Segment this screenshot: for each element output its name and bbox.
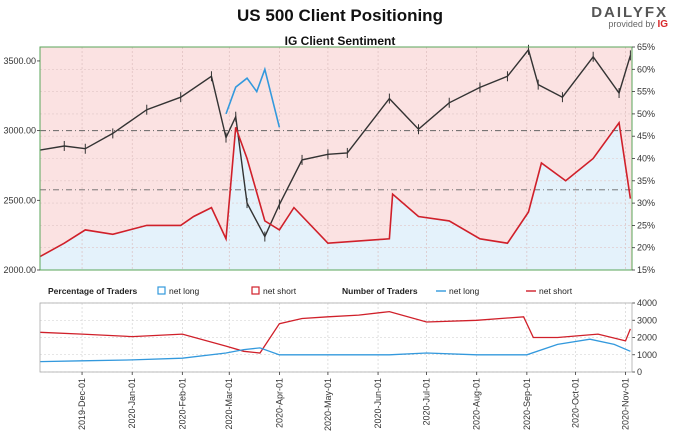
right-axis-label: 25% [637, 220, 655, 230]
chart-title: US 500 Client Positioning [237, 6, 443, 25]
right-axis-label: 15% [637, 265, 655, 275]
legend-net-short-label: net short [263, 286, 297, 296]
brand-logo: DAILYFX provided by IG [591, 4, 668, 30]
legend-number-net-long-label: net long [449, 286, 480, 296]
brand-sub-text: provided by [608, 19, 655, 29]
legend-number-title: Number of Traders [342, 286, 418, 296]
x-axis-label: 2020-Mar-01 [224, 378, 234, 430]
x-axis-label: 2019-Dec-01 [77, 378, 87, 430]
right-axis-label: 60% [637, 64, 655, 74]
legend-net-long-label: net long [169, 286, 200, 296]
traders-net-short-line [39, 310, 631, 354]
left-axis-label: 3000.00 [3, 126, 36, 136]
x-axis-label: 2020-Nov-01 [621, 378, 631, 430]
x-axis-label: 2020-Oct-01 [570, 378, 580, 428]
price-line [39, 48, 632, 239]
x-axis-label: 2020-Jun-01 [373, 378, 383, 429]
left-axis-label: 3500.00 [3, 56, 36, 66]
legend-percentage-title: Percentage of Traders [48, 286, 138, 296]
chart-subtitle: IG Client Sentiment [284, 34, 396, 48]
net-long-area [40, 122, 631, 270]
x-axis-label: 2020-Feb-01 [177, 378, 187, 430]
left-axis-label: 2500.00 [3, 195, 36, 205]
right-axis-label: 40% [637, 154, 655, 164]
right-axis-label: 50% [637, 109, 655, 119]
legend-net-short-swatch [251, 286, 260, 295]
right-axis-label: 35% [637, 176, 655, 186]
right-axis-label: 20% [637, 243, 655, 253]
net-long-percent-line [225, 66, 281, 128]
bottom-axis-label: 2000 [637, 333, 657, 343]
bottom-axis-label: 1000 [637, 350, 657, 360]
right-axis-label: 45% [637, 131, 655, 141]
bottom-axis-label: 0 [637, 367, 642, 377]
brand-name: DAILYFX [591, 4, 668, 21]
x-axis-label: 2020-Jan-01 [127, 378, 137, 429]
x-axis-label: 2020-Sep-01 [522, 378, 532, 430]
brand-subline: provided by IG [591, 19, 668, 30]
net-short-percent-line [39, 120, 632, 258]
x-axis-label: 2020-Apr-01 [274, 378, 284, 428]
legend-net-long-swatch [157, 286, 166, 295]
left-axis-label: 2000.00 [3, 265, 36, 275]
right-axis-label: 65% [637, 42, 655, 52]
x-axis-label: 2020-Aug-01 [472, 378, 482, 430]
x-axis-label: 2020-May-01 [323, 378, 333, 431]
traders-net-long-line [39, 338, 631, 363]
x-axis-label: 2020-Jul-01 [422, 378, 432, 426]
legend-number-net-short-label: net short [539, 286, 573, 296]
bottom-axis-label: 4000 [637, 298, 657, 308]
right-axis-label: 30% [637, 198, 655, 208]
right-axis-label: 55% [637, 87, 655, 97]
bottom-axis-label: 3000 [637, 315, 657, 325]
brand-ig-text: IG [657, 19, 668, 30]
bottom-plot-frame [39, 302, 633, 373]
